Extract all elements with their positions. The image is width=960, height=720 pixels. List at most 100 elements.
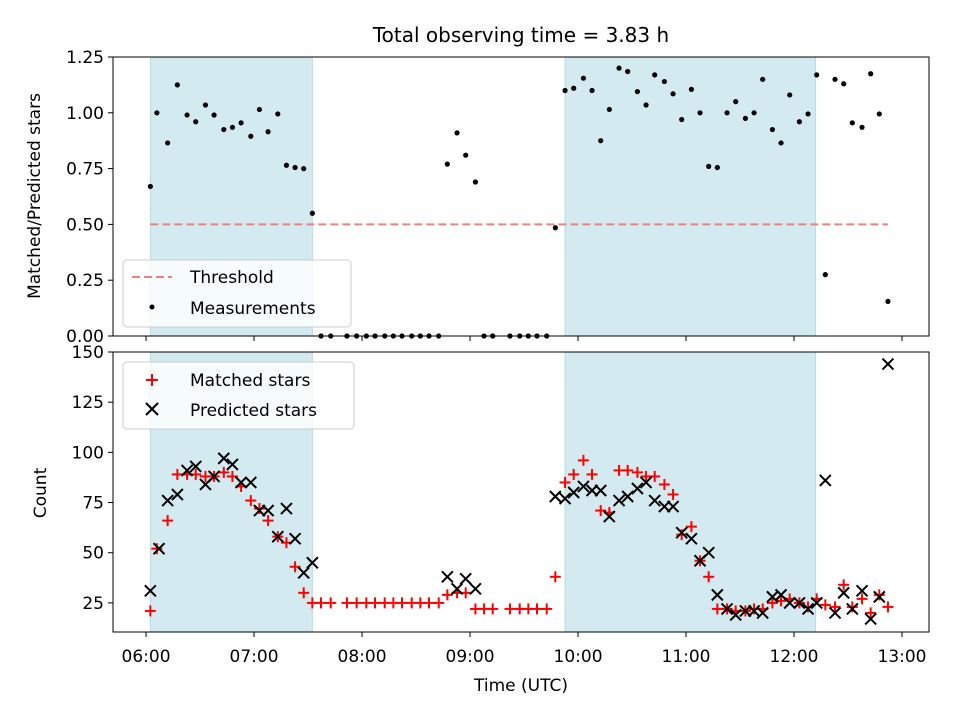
- predicted-star-point: [226, 458, 239, 471]
- predicted-legend-label: Predicted stars: [190, 401, 317, 421]
- measurement-point: [742, 115, 749, 121]
- matched-star-point: [325, 597, 337, 609]
- measurement-point: [589, 87, 595, 94]
- measurement-point: [634, 88, 641, 95]
- measurement-point: [643, 102, 649, 108]
- threshold-legend-label: Threshold: [189, 268, 274, 288]
- top-legend: Threshold Measurements: [122, 259, 352, 328]
- predicted-star-point: [855, 584, 869, 598]
- predicted-star-point: [280, 502, 293, 515]
- y-tick-label: 50: [82, 544, 104, 564]
- measurement-point: [616, 65, 622, 71]
- bottom-legend: Matched stars Predicted stars: [122, 361, 355, 430]
- y-tick-label: 100: [72, 443, 104, 463]
- y-tick-label: 75: [82, 494, 104, 514]
- matched-star-point: [856, 593, 868, 605]
- measurement-point: [444, 161, 450, 167]
- measurement-point: [859, 124, 865, 130]
- y-tick-label: 0.75: [66, 160, 104, 180]
- measurement-point: [661, 78, 668, 85]
- predicted-star-point: [217, 452, 231, 465]
- predicted-star-point: [567, 486, 580, 499]
- predicted-star-point: [549, 490, 562, 503]
- bottom-plot-frame: [112, 351, 930, 633]
- predicted-star-point: [207, 470, 221, 483]
- measurements-legend-label: Measurements: [190, 299, 316, 319]
- matched-star-point: [433, 597, 445, 609]
- matched-star-point: [531, 603, 543, 615]
- predicted-star-point: [873, 590, 886, 604]
- predicted-star-point: [603, 510, 616, 523]
- predicted-star-point: [161, 494, 174, 507]
- measurement-point: [724, 110, 730, 116]
- measurement-point: [165, 140, 171, 146]
- measurement-point: [778, 140, 784, 146]
- measurement-point: [688, 86, 695, 92]
- predicted-star-point: [837, 586, 850, 600]
- predicted-star-point: [720, 602, 734, 616]
- matched-star-point: [487, 603, 499, 615]
- measurement-point: [147, 183, 153, 190]
- y-tick-label: 25: [82, 594, 104, 614]
- matched-star-point: [819, 599, 831, 611]
- matched-star-point: [577, 454, 589, 466]
- matched-star-point: [396, 597, 408, 609]
- measurement-point: [760, 76, 766, 82]
- predicted-star-point: [648, 494, 661, 507]
- predicted-star-point: [631, 482, 644, 495]
- matched-star-point: [829, 601, 841, 613]
- measurement-point: [868, 71, 874, 77]
- x-tick-label: 12:00: [770, 647, 819, 667]
- measurement-point: [733, 99, 739, 105]
- measurement-point: [814, 72, 820, 78]
- measurement-point: [706, 163, 712, 169]
- measurement-point: [606, 106, 612, 113]
- measurement-point: [174, 82, 180, 88]
- matched-star-point: [568, 468, 580, 480]
- matched-star-point: [144, 605, 156, 617]
- measurement-point: [841, 81, 847, 87]
- measurement-point: [463, 152, 469, 158]
- matched-star-point: [846, 601, 858, 613]
- bottom-y-axis-label: Count: [31, 467, 51, 518]
- predicted-star-point: [819, 474, 832, 487]
- predicted-star-point: [469, 582, 482, 596]
- predicted-star-point: [783, 596, 796, 610]
- predicted-star-point: [621, 490, 634, 503]
- predicted-star-point: [558, 492, 572, 505]
- measurement-point: [571, 85, 577, 91]
- matched-star-point: [253, 503, 265, 515]
- top-panel: 0.00 0.25 0.50 0.75 1.00 1.25 Total observing…: [25, 23, 930, 347]
- measurement-point: [283, 162, 290, 168]
- y-tick-label: 125: [72, 393, 104, 413]
- measurement-point: [265, 129, 271, 135]
- y-tick-label: 150: [72, 343, 104, 363]
- predicted-star-point: [711, 588, 724, 602]
- measurement-point: [472, 179, 479, 185]
- measurement-point: [238, 120, 244, 126]
- measurement-point: [301, 166, 307, 172]
- predicted-star-point: [459, 572, 472, 586]
- y-tick-label: 0.00: [66, 327, 104, 347]
- measurement-point: [248, 133, 254, 139]
- measurement-point: [309, 210, 315, 216]
- measurement-point: [751, 110, 757, 116]
- matched-star-point: [873, 589, 885, 601]
- predicted-star-point: [271, 530, 285, 543]
- predicted-star-point: [306, 556, 319, 569]
- predicted-star-point: [288, 532, 302, 545]
- predicted-star-point: [881, 357, 895, 371]
- matched-star-point: [667, 489, 679, 501]
- predicted-star-point: [685, 532, 698, 545]
- predicted-star-point: [756, 606, 769, 620]
- bottom-panel: 25 50 75 100 125 150 06:00 07:00 08:00 09:00 10:0…: [31, 343, 930, 696]
- measurement-point: [796, 119, 803, 125]
- measurement-point: [714, 164, 720, 171]
- matched-star-point: [441, 589, 453, 601]
- matched-legend-label: Matched stars: [190, 371, 310, 391]
- measurement-point: [193, 119, 199, 125]
- measurement-point: [625, 68, 631, 75]
- predicted-star-point: [261, 504, 275, 517]
- predicted-star-point: [180, 464, 194, 477]
